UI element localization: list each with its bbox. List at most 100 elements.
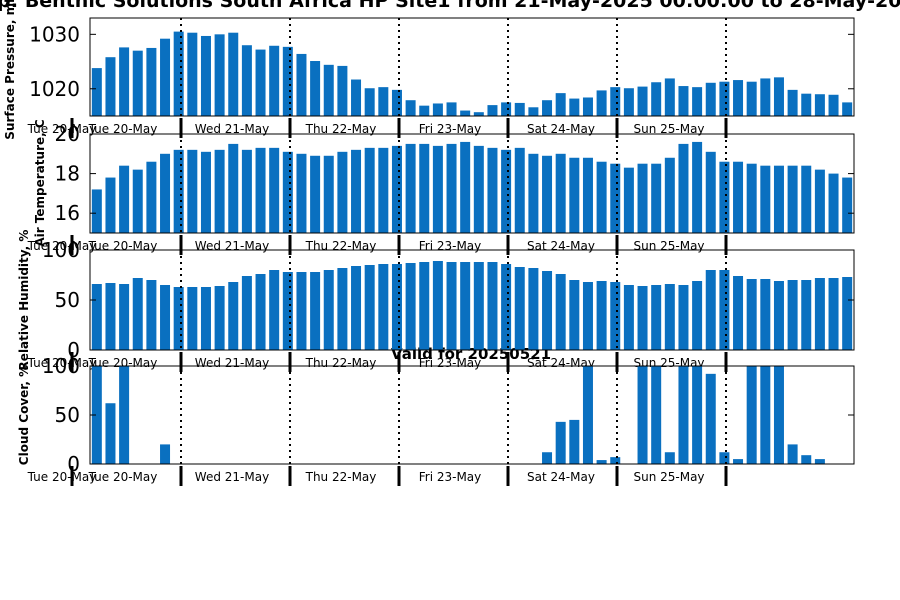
bar	[214, 149, 225, 233]
bar	[760, 279, 771, 350]
bar	[705, 151, 716, 233]
bar	[801, 280, 812, 350]
bar	[664, 452, 675, 464]
date-label: Tue 20-May	[88, 470, 158, 484]
date-label: Tue 20-May	[27, 356, 97, 370]
bar	[378, 87, 389, 116]
y-tick-label: 1030	[29, 22, 80, 46]
bar	[323, 64, 334, 116]
bar	[719, 452, 730, 464]
date-label: Thu 22-May	[305, 356, 377, 370]
y-tick-label: 1020	[29, 77, 80, 101]
bar	[569, 98, 580, 116]
bar	[664, 157, 675, 233]
bar	[746, 163, 757, 233]
bar	[542, 155, 553, 233]
bar	[678, 285, 689, 350]
y-axis-label: Surface Pressure, mb	[3, 0, 17, 140]
bar	[814, 94, 825, 116]
bar	[487, 262, 498, 350]
y-axis-label: Cloud Cover, %	[17, 365, 31, 465]
bar	[828, 173, 839, 233]
bar	[255, 147, 266, 233]
bar	[787, 89, 798, 116]
bar	[446, 102, 457, 116]
bar	[623, 285, 634, 350]
bar	[419, 105, 430, 116]
bar	[678, 143, 689, 233]
bar	[501, 264, 512, 350]
bar	[637, 163, 648, 233]
date-label: Wed 21-May	[195, 122, 269, 136]
bar	[501, 102, 512, 116]
bar	[610, 163, 621, 233]
bar	[446, 143, 457, 233]
bar	[637, 86, 648, 116]
bar	[391, 264, 402, 350]
bar	[760, 366, 771, 464]
bar	[555, 93, 566, 116]
chart-title: p: Benthic Solutions South Africa HP Sit…	[0, 0, 900, 12]
bar	[705, 270, 716, 350]
bar	[337, 268, 348, 350]
bar	[460, 110, 471, 116]
bar	[364, 88, 375, 116]
bar	[473, 262, 484, 350]
bar	[678, 86, 689, 116]
bar	[828, 94, 839, 116]
y-tick-label: 18	[55, 162, 80, 186]
bar	[323, 155, 334, 233]
bar	[473, 112, 484, 116]
bar	[692, 281, 703, 350]
bar	[310, 272, 321, 350]
date-label: Thu 22-May	[305, 239, 377, 253]
bar	[719, 270, 730, 350]
bar	[733, 80, 744, 116]
bar	[296, 153, 307, 233]
bar	[569, 419, 580, 464]
bar	[528, 153, 539, 233]
bar	[391, 89, 402, 116]
bar	[105, 283, 116, 350]
bar	[555, 421, 566, 464]
bar	[296, 272, 307, 350]
bar	[160, 285, 171, 350]
bar	[473, 145, 484, 233]
bar	[419, 262, 430, 350]
bar	[651, 82, 662, 116]
bar	[160, 444, 171, 464]
date-label: Tue 20-May	[88, 122, 158, 136]
bar	[733, 276, 744, 350]
bar	[91, 366, 102, 464]
bar	[432, 103, 443, 116]
bar	[187, 287, 198, 350]
bar	[91, 68, 102, 116]
bar	[582, 97, 593, 116]
date-label: Wed 21-May	[195, 356, 269, 370]
bar	[705, 373, 716, 464]
y-tick-label: 20	[55, 122, 80, 146]
bar	[187, 149, 198, 233]
bar	[787, 444, 798, 464]
bar	[351, 266, 362, 350]
bar	[637, 366, 648, 464]
bar	[514, 267, 525, 350]
bar	[146, 47, 157, 116]
bar	[364, 265, 375, 350]
date-label: Sat 24-May	[527, 239, 595, 253]
bar	[405, 100, 416, 116]
bar	[228, 32, 239, 117]
bar	[119, 366, 130, 464]
date-label: Fri 23-May	[419, 470, 482, 484]
bar	[814, 459, 825, 464]
bar	[405, 263, 416, 350]
date-label: Tue 20-May	[88, 239, 158, 253]
bar	[187, 32, 198, 117]
plot-frame	[89, 17, 855, 117]
bar	[596, 460, 607, 464]
bar	[173, 31, 184, 116]
bar	[842, 277, 853, 350]
bar	[842, 177, 853, 233]
y-tick-label: 100	[42, 238, 80, 262]
